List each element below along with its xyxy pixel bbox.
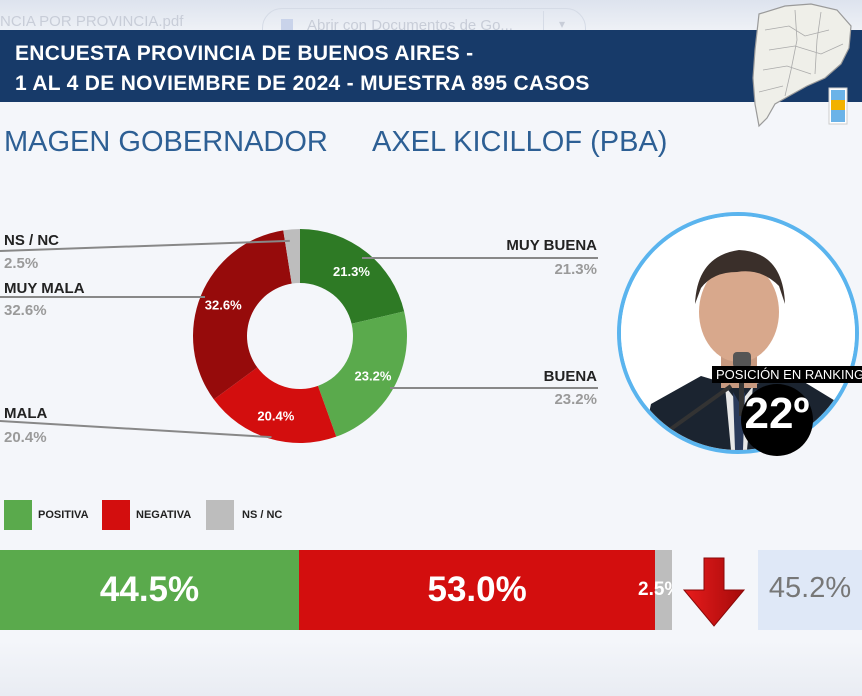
header-banner: ENCUESTA PROVINCIA DE BUENOS AIRES - 1 A… [0, 30, 862, 102]
label-muy-buena: MUY BUENA [506, 237, 597, 254]
governor-photo [617, 212, 859, 454]
slice-label: 21.3% [333, 264, 370, 279]
leader-muy-buena [362, 257, 598, 259]
slice-mala [213, 367, 337, 443]
bar-value: 53.0% [427, 570, 527, 609]
slice-muy-mala [193, 230, 292, 400]
slice-label: 23.2% [355, 369, 392, 384]
bar-negativa: 53.0% [299, 550, 656, 630]
label-nsnc: NS / NC [4, 232, 60, 249]
pct-buena: 23.2% [554, 391, 597, 408]
divider [543, 11, 544, 30]
slice-ns-nc [283, 229, 300, 284]
bar-nsnc [655, 550, 672, 630]
legend-label: NEGATIVA [136, 509, 192, 521]
label-buena: BUENA [543, 368, 597, 385]
label-muy-mala: MUY MALA [4, 280, 85, 297]
ranking-value: 22º [744, 389, 810, 438]
pct-muy-mala: 32.6% [4, 302, 47, 319]
legend-swatch [102, 500, 130, 530]
pct-nsnc: 2.5% [4, 255, 39, 272]
pct-mala: 20.4% [4, 429, 47, 446]
bar-nsnc-value: 2.5% [638, 579, 672, 600]
header-line-2: 1 AL 4 DE NOVIEMBRE DE 2024 - MUESTRA 89… [15, 72, 590, 95]
browser-toolbar: NCIA POR PROVINCIA.pdf Abrir con Documen… [0, 0, 862, 30]
header-line-1: ENCUESTA PROVINCIA DE BUENOS AIRES - [15, 42, 474, 65]
open-with-label: Abrir con Documentos de Go... [307, 17, 513, 30]
docs-icon [281, 19, 293, 30]
previous-value: 45.2% [768, 572, 852, 604]
pct-muy-buena: 21.3% [554, 261, 597, 278]
bar-value: 44.5% [99, 570, 200, 609]
legend-swatch [206, 500, 234, 530]
down-arrow-icon [682, 557, 746, 627]
slice-buena [317, 311, 407, 437]
leader-buena [390, 387, 598, 389]
slice-muy-buena [300, 229, 405, 324]
headline-right: AXEL KICILLOF (PBA) [372, 126, 668, 158]
legend-label: NS / NC [242, 509, 283, 521]
legend-label: POSITIVA [38, 509, 89, 521]
ranking-label: POSICIÓN EN RANKING [712, 366, 862, 383]
bar-positiva: 44.5% [0, 550, 300, 630]
file-name: NCIA POR PROVINCIA.pdf [0, 13, 184, 30]
page-footer [0, 640, 862, 696]
ranking-badge [741, 384, 813, 456]
leader-muy-mala [0, 296, 205, 298]
label-mala: MALA [4, 405, 48, 422]
previous-value-box: 45.2% [758, 550, 862, 630]
slice-label: 20.4% [257, 408, 294, 423]
slice-label: 32.6% [205, 297, 242, 312]
legend-swatch [4, 500, 32, 530]
chevron-down-icon[interactable]: ▾ [559, 17, 566, 30]
province-map-icon [745, 0, 862, 130]
headline-left: MAGEN GOBERNADOR [4, 126, 328, 158]
